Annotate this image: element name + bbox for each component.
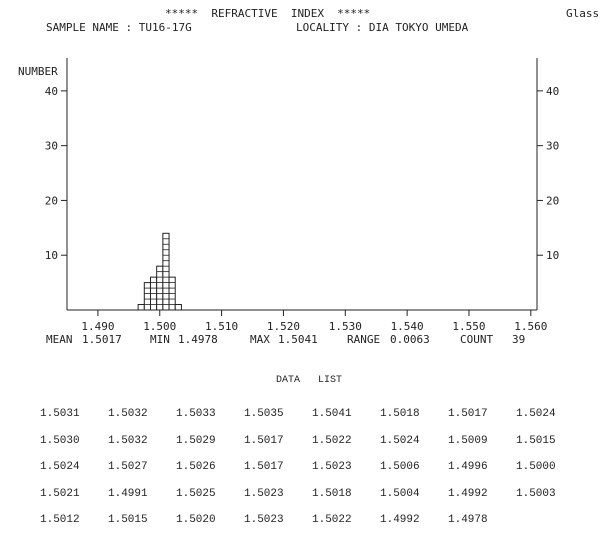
data-list-title: DATA LIST xyxy=(276,375,343,386)
count-label: COUNT xyxy=(460,333,494,346)
data-list-row: 1.5012 1.5015 1.5020 1.5023 1.5022 1.4992 1.49… xyxy=(40,514,584,541)
data-list-cell: 1.4978 xyxy=(448,514,488,526)
sample-name: SAMPLE NAME : TU16-17G xyxy=(46,21,192,34)
data-list-cell: 1.5023 xyxy=(244,487,284,500)
data-list-cell: 1.5027 xyxy=(108,461,148,473)
max-value: 1.5041 xyxy=(278,333,318,346)
data-list-row: 1.5031 1.5032 1.5033 1.5035 1.5041 1.5018 1.50… xyxy=(40,408,584,435)
range-value: 0.0063 xyxy=(390,333,430,346)
mean-label: MEAN xyxy=(46,333,73,346)
y-axis-label: NUMBER xyxy=(18,65,58,78)
histogram-bar xyxy=(143,282,151,311)
locality: LOCALITY : DIA TOKYO UMEDA xyxy=(296,21,469,34)
data-list-cell: 1.5024 xyxy=(40,461,80,473)
data-list-cell: 1.5030 xyxy=(40,434,80,447)
data-list-cell: 1.5022 xyxy=(312,434,352,447)
data-list-cell: 1.5015 xyxy=(516,434,556,447)
y-tick-label-right: 10 xyxy=(546,249,559,262)
data-list-row: 1.5030 1.5032 1.5029 1.5017 1.5022 1.5024 1.50… xyxy=(40,435,584,462)
data-list-cell: 1.5023 xyxy=(244,514,284,526)
data-list-row: 1.5024 1.5027 1.5026 1.5017 1.5023 1.5006 1.49… xyxy=(40,461,584,488)
histogram-plot: 10 10 20 20 30 30 40 40 1.490 1.500 1.510 1.520 1.53… xyxy=(45,58,559,333)
data-list-cell: 1.4992 xyxy=(380,514,420,526)
data-list-cell: 1.5025 xyxy=(176,487,216,500)
x-tick-label: 1.560 xyxy=(514,320,547,333)
count-value: 39 xyxy=(512,333,526,346)
data-list-cell: 1.5023 xyxy=(312,461,352,473)
histogram-bar xyxy=(137,304,145,311)
range-label: RANGE xyxy=(347,333,381,346)
data-list-cell: 1.5018 xyxy=(312,487,352,500)
x-tick-label: 1.520 xyxy=(267,320,300,333)
x-tick-label: 1.510 xyxy=(205,320,238,333)
x-tick-label: 1.500 xyxy=(143,320,176,333)
y-tick-label-right: 20 xyxy=(546,194,559,207)
x-tick-label: 1.540 xyxy=(391,320,424,333)
x-tick-label: 1.490 xyxy=(81,320,114,333)
data-list-cell xyxy=(516,514,584,541)
data-list-cell: 1.5017 xyxy=(244,461,284,473)
mean-value: 1.5017 xyxy=(82,333,122,346)
data-list-cell: 1.5015 xyxy=(108,514,148,526)
y-tick-label-right: 40 xyxy=(546,85,559,98)
data-list-cell: 1.5004 xyxy=(380,487,420,500)
min-value: 1.4978 xyxy=(178,333,218,346)
data-list-cell: 1.5024 xyxy=(380,434,420,447)
data-list-cell: 1.5041 xyxy=(312,408,352,420)
data-list-cell: 1.5020 xyxy=(176,514,216,526)
data-list-cell: 1.5009 xyxy=(448,434,488,447)
data-list-cell: 1.5000 xyxy=(516,461,556,473)
data-list-cell: 1.5031 xyxy=(40,408,80,420)
y-tick-label-right: 30 xyxy=(546,140,559,153)
data-list-cell: 1.4992 xyxy=(448,487,488,500)
max-label: MAX xyxy=(250,333,270,346)
data-list-cell: 1.5035 xyxy=(244,408,284,420)
data-list-cell: 1.4996 xyxy=(448,461,488,473)
data-list-cell: 1.5018 xyxy=(380,408,420,420)
data-list-cell: 1.5029 xyxy=(176,434,216,447)
corner-label: Glass xyxy=(566,7,600,20)
data-list-cell: 1.4991 xyxy=(108,487,148,500)
data-list-cell: 1.5033 xyxy=(176,408,216,420)
data-list-cell: 1.5021 xyxy=(40,487,80,500)
chart-title: ***** REFRACTIVE INDEX ***** xyxy=(165,7,371,20)
x-tick-label: 1.530 xyxy=(329,320,362,333)
data-list-row: 1.5021 1.4991 1.5025 1.5023 1.5018 1.5004 1.49… xyxy=(40,488,584,515)
y-tick-label-left: 10 xyxy=(45,249,58,262)
data-list-cell: 1.5006 xyxy=(380,461,420,473)
histogram-bar xyxy=(174,304,182,311)
x-tick-label: 1.550 xyxy=(452,320,485,333)
data-list-cell: 1.5026 xyxy=(176,461,216,473)
data-list-cell: 1.5032 xyxy=(108,434,148,447)
y-tick-label-left: 40 xyxy=(45,85,58,98)
y-tick-label-left: 30 xyxy=(45,140,58,153)
data-list-cell: 1.5024 xyxy=(516,408,556,420)
min-label: MIN xyxy=(150,333,170,346)
data-list-table: 1.5031 1.5032 1.5033 1.5035 1.5041 1.5018 1.50… xyxy=(40,408,584,541)
data-list-cell: 1.5022 xyxy=(312,514,352,526)
y-tick-label-left: 20 xyxy=(45,194,58,207)
data-list-cell: 1.5017 xyxy=(244,434,284,447)
data-list-cell: 1.5012 xyxy=(40,514,80,526)
data-list-cell: 1.5032 xyxy=(108,408,148,420)
data-list-cell: 1.5017 xyxy=(448,408,488,420)
data-list-cell: 1.5003 xyxy=(516,487,556,500)
